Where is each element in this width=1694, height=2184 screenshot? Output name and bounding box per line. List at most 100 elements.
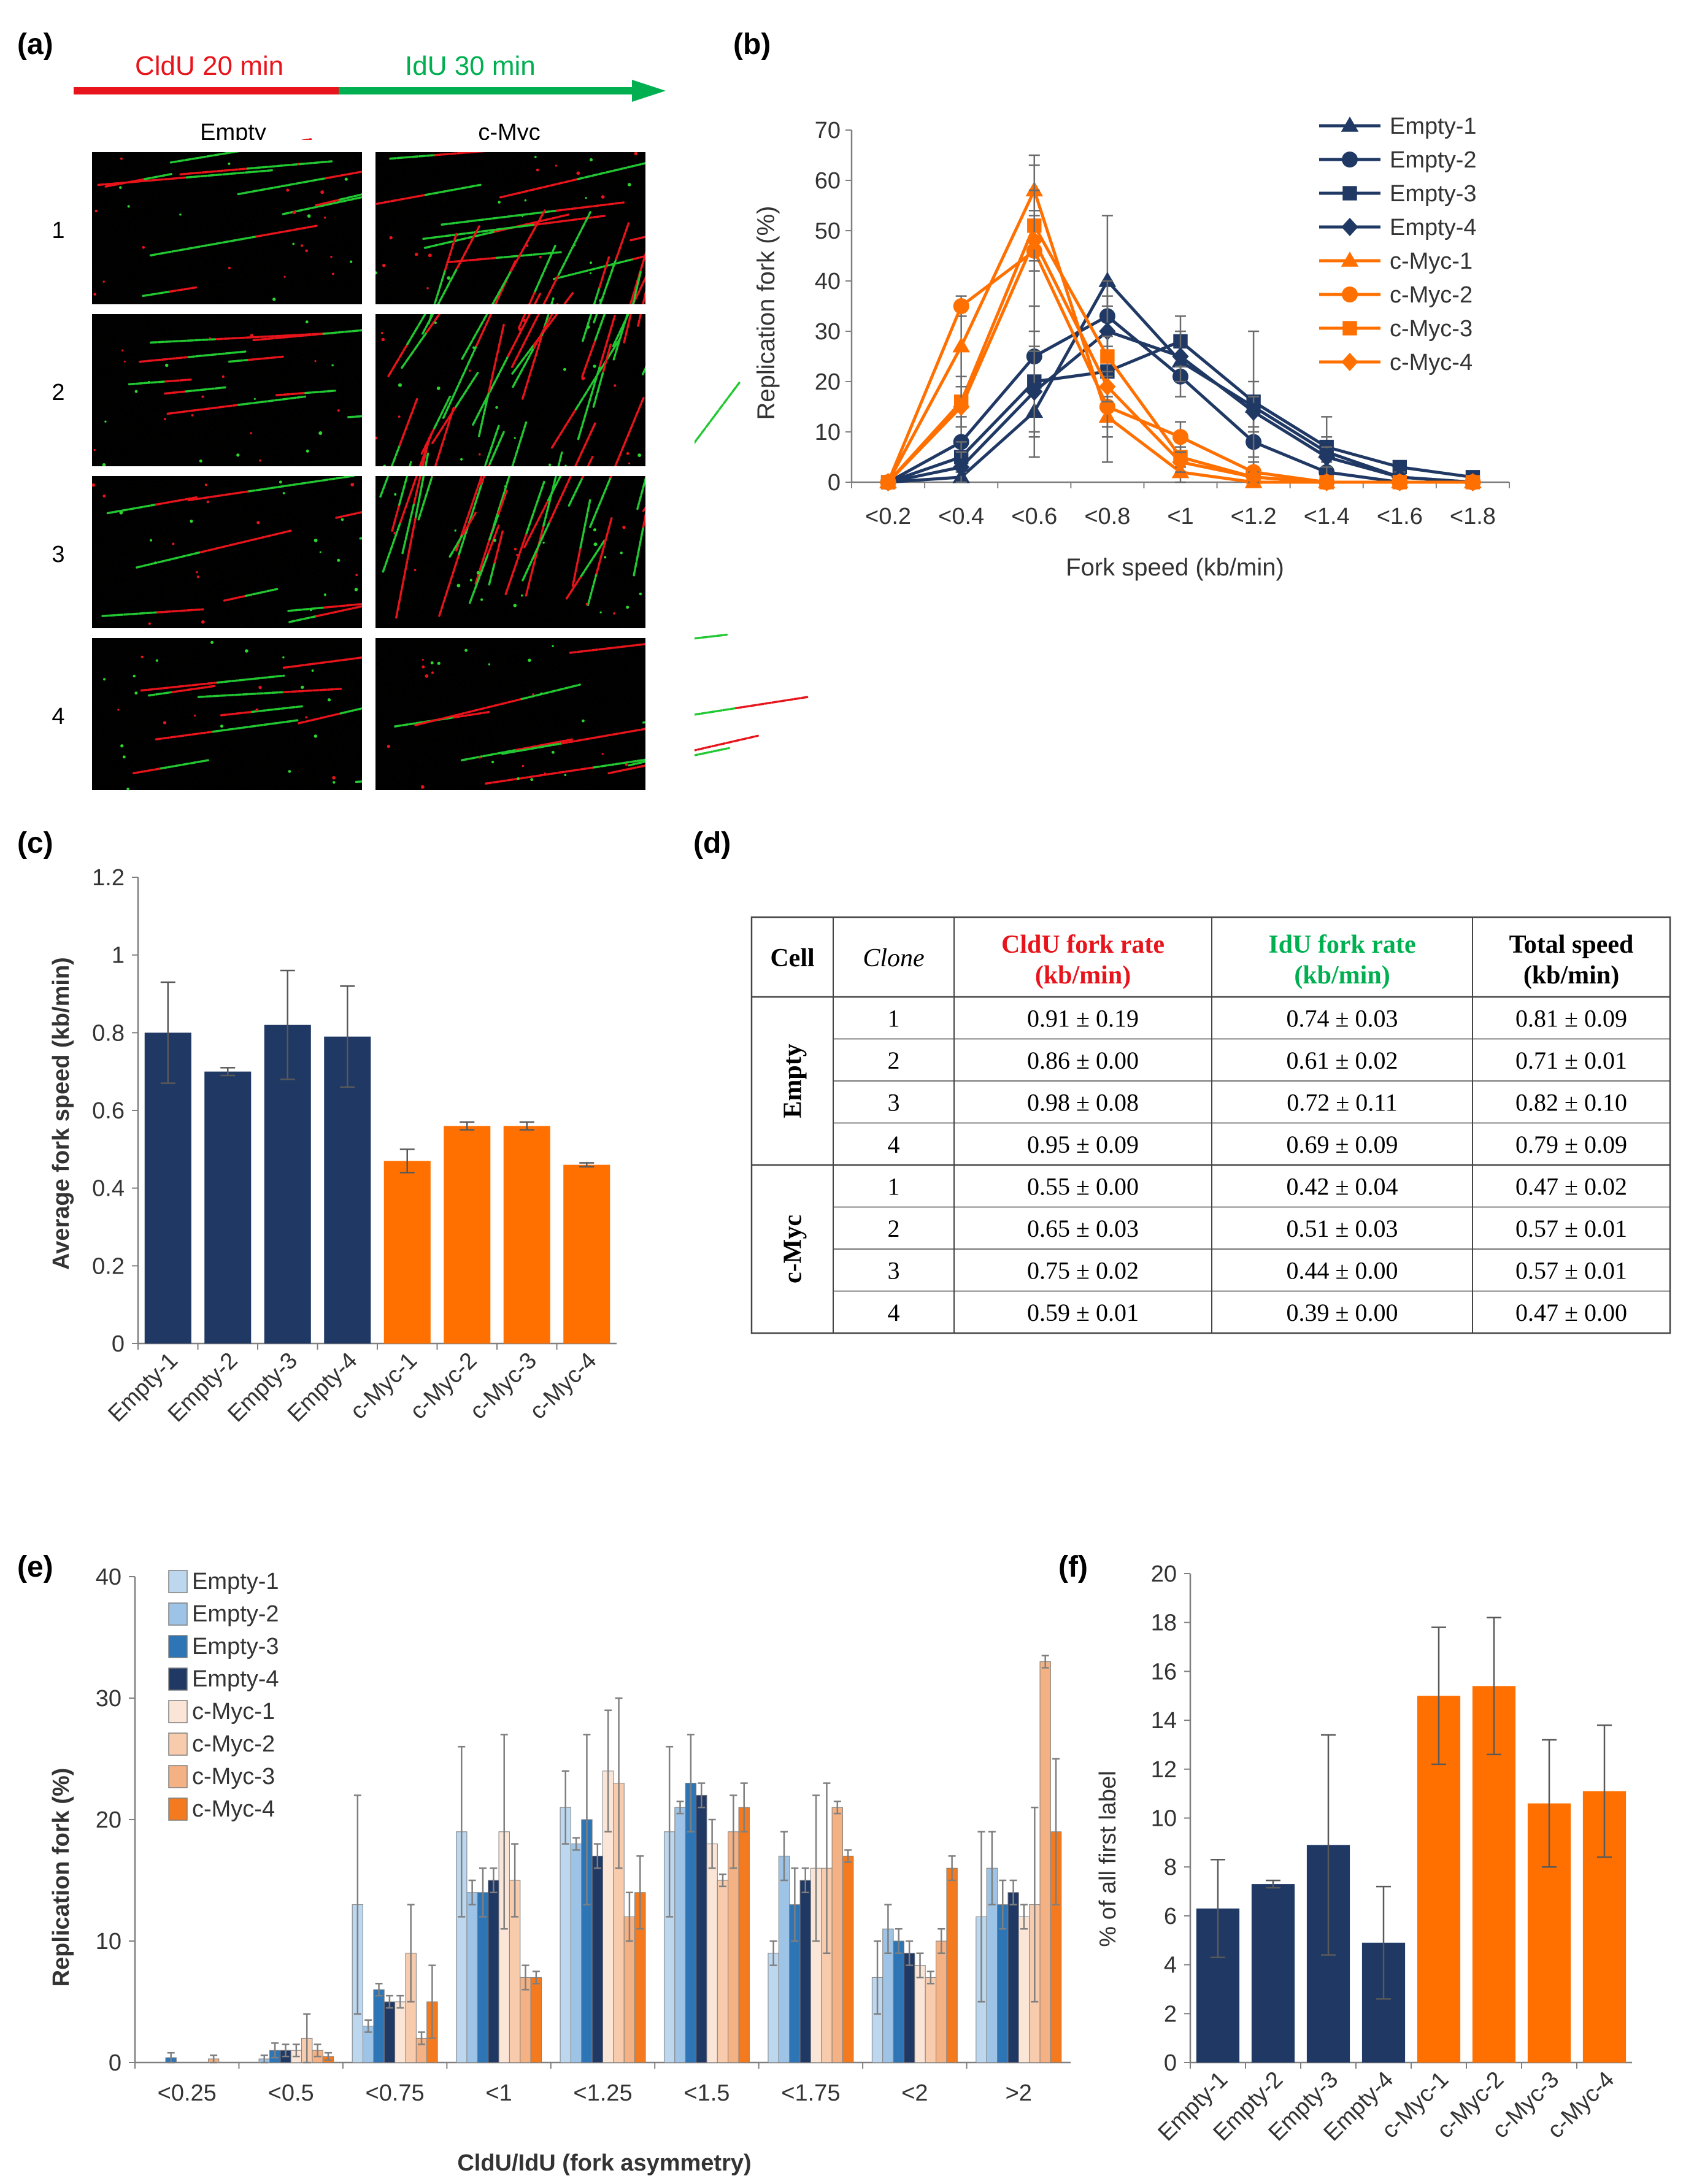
b-y-tick-label: 70	[815, 118, 841, 144]
fiber-speck	[330, 255, 333, 258]
fiber-speck	[191, 414, 194, 417]
b-x-tick-label: <1.2	[1231, 504, 1277, 529]
fiber-speck	[119, 510, 123, 515]
fiber-speck	[622, 525, 626, 529]
fiber-segment	[482, 425, 500, 473]
row-label-3: 3	[52, 542, 64, 567]
b-x-tick-label: <1.8	[1450, 504, 1496, 529]
b-y-tick-label: 20	[815, 369, 841, 395]
fiber-segment	[488, 431, 505, 466]
fiber-speck	[134, 691, 138, 695]
c-y-tick-label: 1.2	[92, 865, 125, 891]
e-bar-Empty-3	[373, 1989, 385, 2063]
fiber-segment	[510, 209, 546, 272]
fiber-speck	[523, 318, 526, 322]
fiber-segment	[395, 515, 417, 619]
fiber-segment	[499, 178, 579, 199]
fiber-segment	[171, 685, 217, 693]
fiber-segment	[580, 538, 606, 577]
e-x-tick-label: <1.5	[683, 2080, 730, 2106]
fiber-segment	[247, 355, 284, 361]
fiber-segment	[488, 323, 505, 393]
table-cell: 0.79 ± 0.09	[1515, 1131, 1627, 1158]
fiber-segment	[391, 503, 401, 532]
fiber-segment	[187, 490, 250, 502]
timeline-arrow-head	[632, 80, 666, 102]
fiber-segment	[565, 575, 582, 600]
fiber-speck	[495, 406, 498, 409]
fiber-speck	[255, 708, 259, 712]
table-cell: 0.69 ± 0.09	[1287, 1131, 1398, 1158]
image-noise	[375, 314, 645, 466]
fiber-speck	[319, 551, 321, 553]
fiber-segment	[298, 712, 342, 725]
fiber-segment	[106, 503, 158, 515]
b-point-c-Myc-4	[1318, 473, 1335, 491]
fiber-segment	[523, 499, 550, 548]
fiber-segment	[179, 167, 249, 175]
fiber-speck	[394, 493, 397, 496]
b-series-c-Myc-4	[879, 209, 1482, 491]
f-y-tick-label: 2	[1164, 2001, 1177, 2027]
fiber-speck	[587, 325, 590, 329]
e-legend-label: c-Myc-1	[192, 1699, 275, 1725]
fiber-segment	[282, 688, 342, 693]
fiber-segment	[461, 512, 477, 536]
tile-gap-mask	[86, 466, 650, 476]
fiber-speck	[514, 437, 516, 439]
fiber-segment	[188, 350, 247, 358]
fiber-segment	[521, 334, 544, 400]
fiber-segment	[251, 705, 305, 713]
e-x-tick-label: >2	[1006, 2080, 1032, 2106]
fiber-segment	[185, 169, 273, 179]
fiber-speck	[420, 785, 425, 789]
fiber-speck	[148, 622, 151, 625]
panel-e-label: (e)	[17, 1551, 53, 1583]
fiber-speck	[472, 346, 475, 349]
fiber-speck	[447, 276, 451, 280]
fork-rate-table: Cell Clone CldU fork rate(kb/min)IdU fork …	[750, 916, 1671, 1334]
table-clone-number: 1	[888, 1004, 900, 1032]
fiber-speck	[309, 609, 312, 612]
image-noise	[375, 638, 645, 790]
fiber-speck	[292, 210, 296, 215]
e-legend-swatch	[168, 1732, 188, 1756]
table-header-idu-unit: (kb/min)	[1294, 961, 1390, 990]
fiber-speck	[282, 492, 285, 494]
b-legend-label: c-Myc-4	[1390, 350, 1473, 375]
table-cell: 0.55 ± 0.00	[1027, 1172, 1139, 1200]
fiber-speck	[613, 612, 615, 615]
e-legend-label: Empty-1	[192, 1569, 279, 1594]
fiber-segment	[185, 386, 226, 393]
b-y-tick-label: 40	[815, 269, 841, 294]
e-bar-Empty-3	[893, 1940, 904, 2063]
b-y-tick-label: 10	[815, 420, 841, 445]
b-legend-label: Empty-4	[1390, 215, 1476, 240]
table-cell: 0.44 ± 0.00	[1287, 1256, 1398, 1284]
fiber-segment	[389, 153, 437, 160]
row-label-1: 1	[52, 218, 64, 244]
fiber-segment	[446, 256, 498, 264]
fiber-speck	[498, 201, 501, 204]
fiber-segment	[438, 553, 460, 617]
fiber-speck	[540, 692, 543, 695]
e-bar-Empty-2	[674, 1807, 686, 2063]
fiber-speck	[601, 753, 604, 755]
e-x-tick-label: <2	[901, 2080, 928, 2106]
table-header-total-unit: (kb/min)	[1523, 961, 1619, 990]
table-cell: 0.75 ± 0.02	[1027, 1256, 1139, 1284]
fiber-speck	[245, 649, 248, 653]
fiber-speck	[117, 709, 120, 711]
fiber-speck	[120, 157, 123, 160]
fiber-speck	[437, 661, 441, 665]
fiber-segment	[488, 561, 496, 586]
fiber-segment	[245, 588, 279, 598]
fiber-segment	[144, 172, 172, 180]
fiber-speck	[350, 483, 355, 486]
b-x-tick-label: <0.4	[938, 504, 984, 529]
fiber-speck	[126, 787, 129, 791]
b-legend-marker	[1342, 186, 1357, 201]
fiber-speck	[253, 398, 256, 400]
fiber-speck	[228, 266, 231, 270]
